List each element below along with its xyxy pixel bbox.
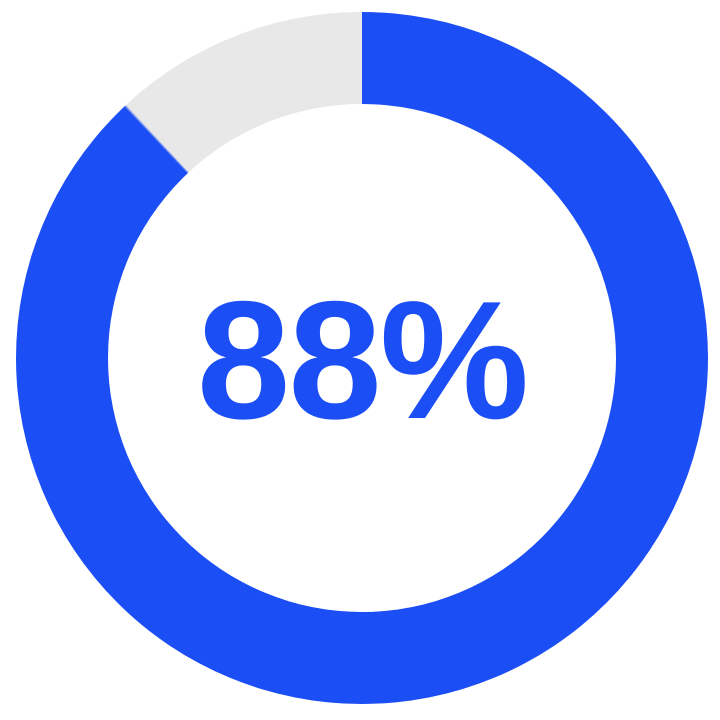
donut-hole: 88%: [108, 104, 616, 612]
percent-label: 88%: [196, 266, 529, 454]
